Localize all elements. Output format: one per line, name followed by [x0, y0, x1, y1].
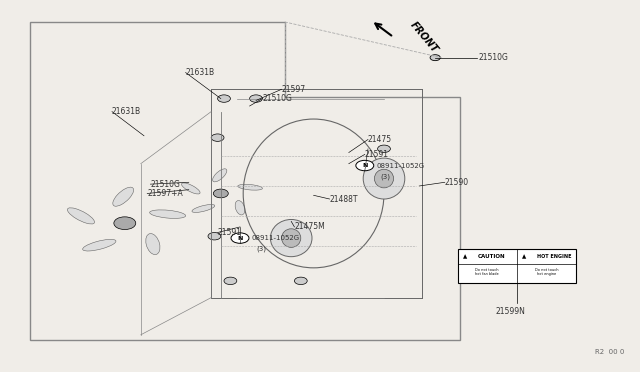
- Text: Do not touch
hot engine: Do not touch hot engine: [534, 268, 558, 276]
- Text: ▲: ▲: [463, 254, 467, 259]
- Ellipse shape: [146, 234, 160, 254]
- Ellipse shape: [67, 208, 95, 224]
- Text: 08911-1052G: 08911-1052G: [376, 163, 424, 169]
- Text: 21510G: 21510G: [150, 180, 180, 189]
- Text: 21475M: 21475M: [294, 222, 325, 231]
- Text: 21591: 21591: [218, 228, 242, 237]
- Text: 21631B: 21631B: [112, 107, 141, 116]
- Text: ▲: ▲: [522, 254, 527, 259]
- Ellipse shape: [182, 183, 200, 194]
- Circle shape: [231, 233, 249, 243]
- Ellipse shape: [192, 205, 215, 212]
- Text: 21597: 21597: [282, 85, 306, 94]
- Ellipse shape: [113, 187, 134, 206]
- Text: R2  00 0: R2 00 0: [595, 349, 624, 355]
- Text: (3): (3): [256, 246, 266, 253]
- Circle shape: [250, 95, 262, 102]
- Circle shape: [218, 95, 230, 102]
- Circle shape: [213, 189, 228, 198]
- Text: Do not touch
hot fan blade: Do not touch hot fan blade: [476, 268, 499, 276]
- Circle shape: [224, 277, 237, 285]
- Ellipse shape: [270, 219, 312, 257]
- Text: FRONT: FRONT: [408, 20, 440, 55]
- Ellipse shape: [150, 210, 186, 218]
- Text: N: N: [362, 163, 367, 168]
- FancyBboxPatch shape: [458, 249, 576, 283]
- Text: HOT ENGINE: HOT ENGINE: [538, 254, 572, 259]
- Text: 21590: 21590: [445, 178, 469, 187]
- Ellipse shape: [235, 201, 245, 215]
- Circle shape: [114, 217, 136, 230]
- Circle shape: [211, 134, 224, 141]
- Text: 21599N: 21599N: [495, 307, 525, 316]
- Ellipse shape: [282, 229, 301, 247]
- Text: 21631B: 21631B: [186, 68, 215, 77]
- Ellipse shape: [374, 169, 394, 188]
- Text: 21510G: 21510G: [262, 94, 292, 103]
- Text: (3): (3): [381, 173, 391, 180]
- Text: 21597+A: 21597+A: [147, 189, 183, 198]
- Circle shape: [430, 55, 440, 61]
- Circle shape: [208, 232, 221, 240]
- Ellipse shape: [364, 158, 405, 199]
- Ellipse shape: [238, 185, 262, 190]
- Text: 21475: 21475: [368, 135, 392, 144]
- Text: 21510G: 21510G: [479, 53, 509, 62]
- Circle shape: [378, 145, 390, 153]
- Text: 08911-1052G: 08911-1052G: [252, 235, 300, 241]
- Text: N: N: [237, 235, 243, 241]
- Ellipse shape: [83, 239, 116, 251]
- Text: 21488T: 21488T: [330, 195, 358, 203]
- Text: 21591: 21591: [365, 150, 388, 159]
- Text: CAUTION: CAUTION: [478, 254, 506, 259]
- Ellipse shape: [212, 169, 227, 182]
- Circle shape: [356, 160, 374, 171]
- Circle shape: [294, 277, 307, 285]
